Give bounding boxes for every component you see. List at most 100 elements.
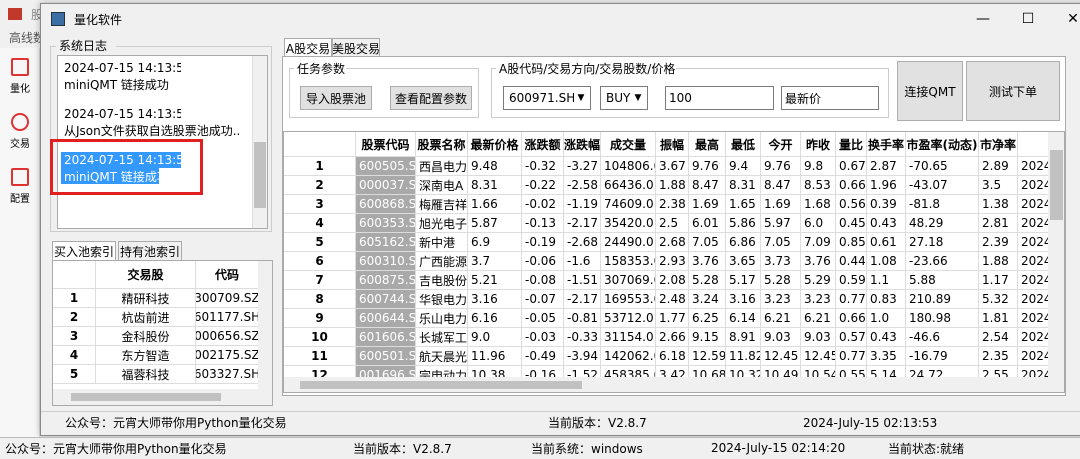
cell[interactable]: 2024 (1018, 252, 1049, 271)
cell[interactable]: 600501.SH (356, 347, 416, 366)
cell[interactable]: 8.47 (689, 176, 726, 195)
cell[interactable]: 1.66 (468, 195, 522, 214)
cell[interactable]: 11.96 (468, 347, 522, 366)
cell[interactable]: 9.03 (761, 328, 801, 347)
cell[interactable]: 2024 (1018, 290, 1049, 309)
cell[interactable]: 0.85 (836, 233, 867, 252)
cell[interactable]: 0.67 (836, 157, 867, 176)
cell[interactable]: 9.15 (689, 328, 726, 347)
cell[interactable]: 吉电股份 (416, 271, 468, 290)
cell[interactable]: 2.81 (979, 214, 1018, 233)
cell[interactable]: 9.8 (801, 157, 836, 176)
cell[interactable]: -3.94 (564, 347, 601, 366)
cell[interactable]: -0.07 (522, 290, 564, 309)
cell[interactable]: 2024 (1018, 195, 1049, 214)
test-button[interactable]: 测试下单 (966, 61, 1060, 121)
cell[interactable]: 2024 (1018, 271, 1049, 290)
cell[interactable]: 1.77 (656, 309, 689, 328)
cell[interactable]: 6.18 (656, 347, 689, 366)
cell[interactable]: 0.66 (836, 176, 867, 195)
cell[interactable]: 169553.0 (601, 290, 656, 309)
cell[interactable]: 5.97 (761, 214, 801, 233)
cell[interactable]: 3.67 (656, 157, 689, 176)
cell[interactable]: -0.22 (522, 176, 564, 195)
row-number[interactable]: 10 (284, 328, 356, 347)
row-number[interactable]: 3 (284, 195, 356, 214)
cell[interactable]: 6.86 (726, 233, 761, 252)
row-number[interactable]: 6 (284, 252, 356, 271)
cell[interactable]: 605162.SH (356, 233, 416, 252)
cell[interactable]: 600310.SH (356, 252, 416, 271)
cell[interactable]: 158353.0 (601, 252, 656, 271)
cell[interactable]: 2.08 (656, 271, 689, 290)
cell[interactable]: 6.25 (689, 309, 726, 328)
cell[interactable]: 8.91 (726, 328, 761, 347)
cell[interactable]: 8.47 (761, 176, 801, 195)
cell[interactable]: -0.08 (522, 271, 564, 290)
cell[interactable]: -70.65 (906, 157, 979, 176)
cell[interactable]: 广西能源 (416, 252, 468, 271)
cell[interactable]: 002175.SZ (196, 346, 259, 365)
pool-tab[interactable]: 买入池索引 (52, 241, 116, 260)
cell[interactable]: 2024 (1018, 157, 1049, 176)
cell[interactable]: 5.21 (468, 271, 522, 290)
cell[interactable]: 104806.0 (601, 157, 656, 176)
cell[interactable]: 2024 (1018, 347, 1049, 366)
connect-button[interactable]: 连接QMT (897, 61, 963, 121)
cell[interactable]: -0.32 (522, 157, 564, 176)
cell[interactable]: -3.27 (564, 157, 601, 176)
cell[interactable]: 2.54 (979, 328, 1018, 347)
cell[interactable]: 9.0 (468, 328, 522, 347)
cell[interactable]: 0.57 (836, 328, 867, 347)
cell[interactable]: -1.6 (564, 252, 601, 271)
cell[interactable]: 1.96 (867, 176, 906, 195)
sidebar-label[interactable]: 交易 (10, 138, 30, 150)
cell[interactable]: -46.6 (906, 328, 979, 347)
cell[interactable]: 7.05 (689, 233, 726, 252)
cell[interactable]: 2024 (1018, 328, 1049, 347)
cell[interactable]: 0.83 (867, 290, 906, 309)
cell[interactable]: 2.5 (656, 214, 689, 233)
cell[interactable]: 5.87 (468, 214, 522, 233)
cell[interactable]: 3.65 (726, 252, 761, 271)
cell[interactable]: -0.49 (522, 347, 564, 366)
row-number[interactable]: 1 (53, 289, 96, 308)
cell[interactable]: 210.89 (906, 290, 979, 309)
row-number[interactable]: 4 (53, 346, 96, 365)
cell[interactable]: 2.38 (656, 195, 689, 214)
cell[interactable]: -2.58 (564, 176, 601, 195)
cell[interactable]: 601606.SH (356, 328, 416, 347)
row-number[interactable]: 5 (53, 365, 96, 384)
cell[interactable]: 74609.0 (601, 195, 656, 214)
sidebar-label[interactable]: 配置 (10, 193, 30, 205)
row-number[interactable]: 2 (53, 308, 96, 327)
cell[interactable]: 1.88 (656, 176, 689, 195)
cell[interactable]: 0.39 (867, 195, 906, 214)
cell[interactable]: 2.87 (867, 157, 906, 176)
cell[interactable]: 梅雁吉祥 (416, 195, 468, 214)
cell[interactable]: 6.21 (801, 309, 836, 328)
cell[interactable]: 0.61 (867, 233, 906, 252)
cell[interactable]: 金科股份 (96, 327, 196, 346)
cell[interactable]: 2024 (1018, 176, 1049, 195)
cell[interactable]: 2024 (1018, 309, 1049, 328)
code-combo[interactable]: 600971.SH ▼ (503, 86, 591, 110)
cell[interactable]: -0.19 (522, 233, 564, 252)
cell[interactable]: 福蓉科技 (96, 365, 196, 384)
cell[interactable]: 5.29 (801, 271, 836, 290)
cell[interactable]: 603327.SH (196, 365, 259, 384)
combo-arrow[interactable]: ▼ (634, 93, 642, 103)
combo-text[interactable]: 600971.SH (509, 91, 574, 105)
cell[interactable]: 35420.0 (601, 214, 656, 233)
shares-input[interactable]: 100 (665, 86, 774, 110)
cell[interactable]: 2.66 (656, 328, 689, 347)
cell[interactable]: 长城军工 (416, 328, 468, 347)
cell[interactable]: 600744.SH (356, 290, 416, 309)
cell[interactable]: 8.31 (726, 176, 761, 195)
sidebar-icon[interactable] (11, 58, 29, 76)
window-control[interactable]: — (976, 11, 990, 27)
cell[interactable]: 西昌电力 (416, 157, 468, 176)
cell[interactable]: 2.89 (979, 157, 1018, 176)
cell[interactable]: 3.5 (979, 176, 1018, 195)
cell[interactable]: 48.29 (906, 214, 979, 233)
